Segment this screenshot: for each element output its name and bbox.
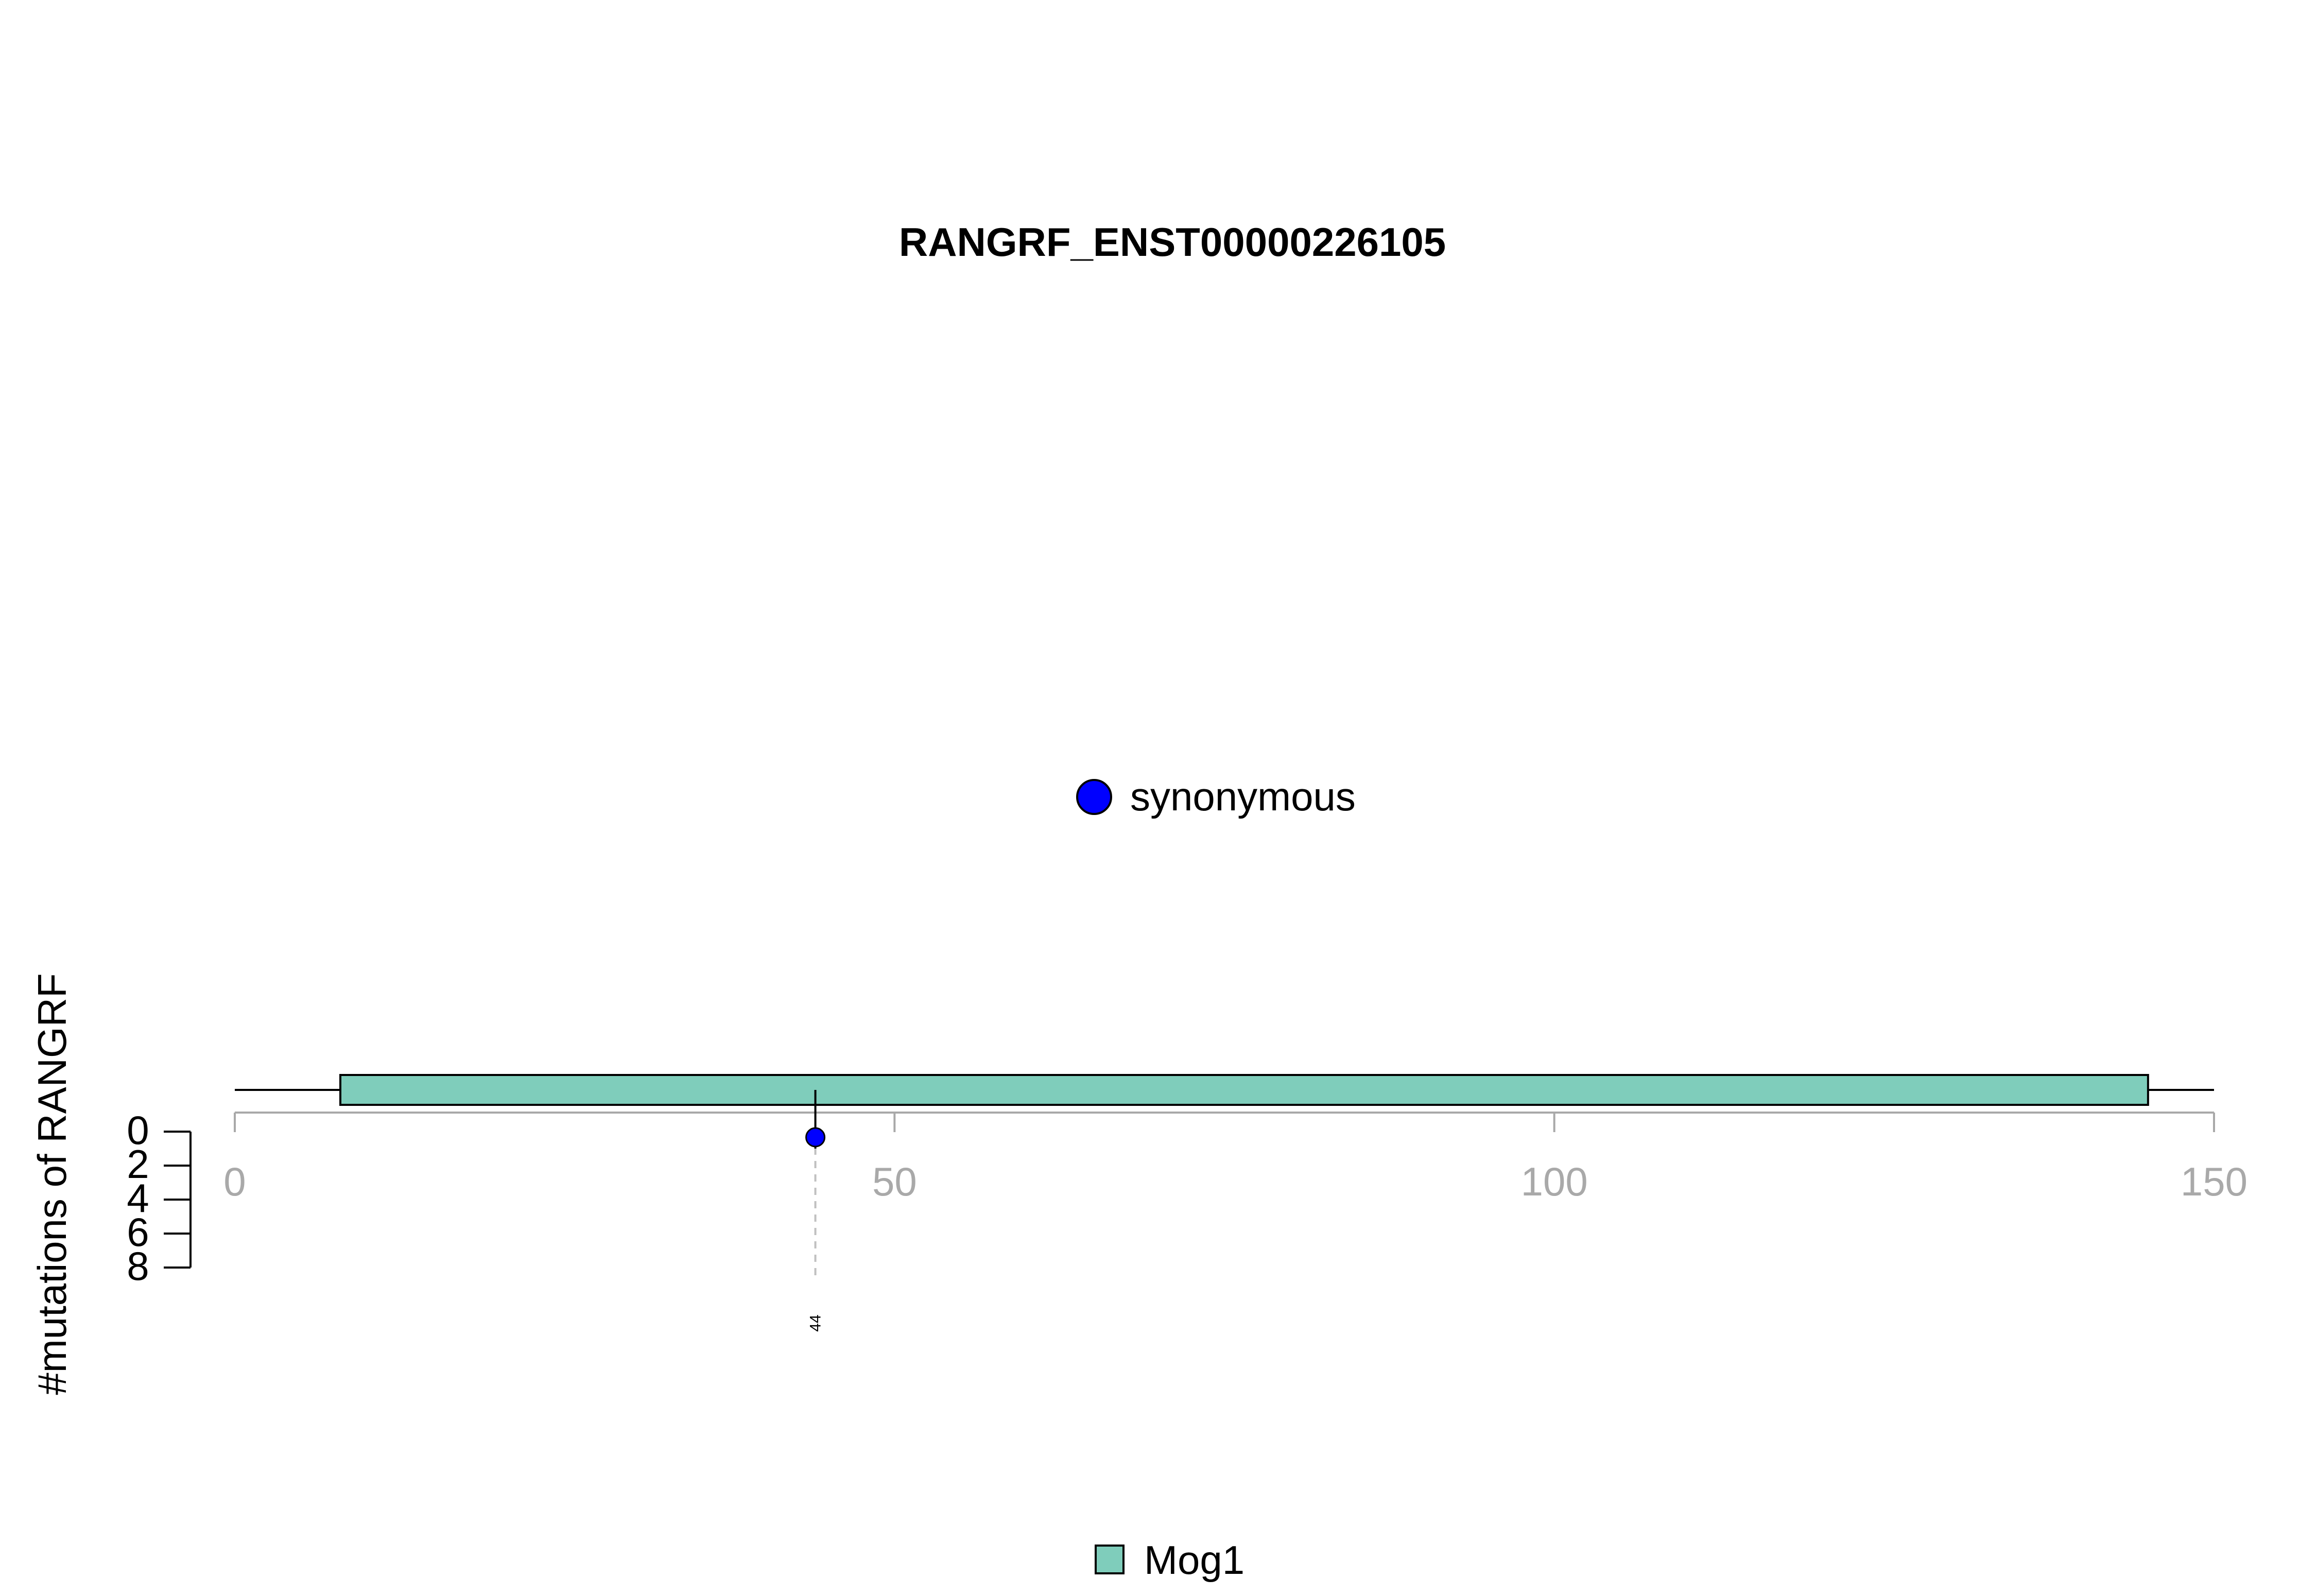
legend-label: synonymous: [1130, 774, 1356, 819]
mutation-position-label: 44: [807, 1314, 824, 1331]
domain-rect: [339, 1074, 2149, 1106]
domain-legend-swatch: [1095, 1545, 1125, 1574]
mutation-legend: synonymous: [1076, 774, 1356, 819]
x-tick-label: 50: [872, 1159, 917, 1204]
x-tick-label: 150: [2181, 1159, 2247, 1204]
mutation-lollipops: 44: [805, 1090, 826, 1332]
domain-legend: Mog1: [1095, 1537, 1244, 1583]
x-tick-label: 0: [223, 1159, 246, 1204]
x-axis: 0 50 100 150: [223, 1112, 2247, 1204]
x-tick-label: 100: [1521, 1159, 1588, 1204]
chart-title: RANGRF_ENST00000226105: [899, 219, 1446, 265]
y-tick-label: 4: [127, 1175, 149, 1221]
domain-track: [339, 1074, 2149, 1106]
y-tick-label: 6: [127, 1209, 149, 1255]
y-axis-label: #mutations of RANGRF: [29, 973, 75, 1395]
mutation-point: [805, 1127, 826, 1148]
domain-legend-label: Mog1: [1144, 1537, 1244, 1583]
y-tick-label: 2: [127, 1141, 149, 1187]
y-tick-label: 0: [127, 1107, 149, 1153]
legend-marker: [1076, 779, 1112, 815]
y-tick-label: 8: [127, 1243, 149, 1289]
